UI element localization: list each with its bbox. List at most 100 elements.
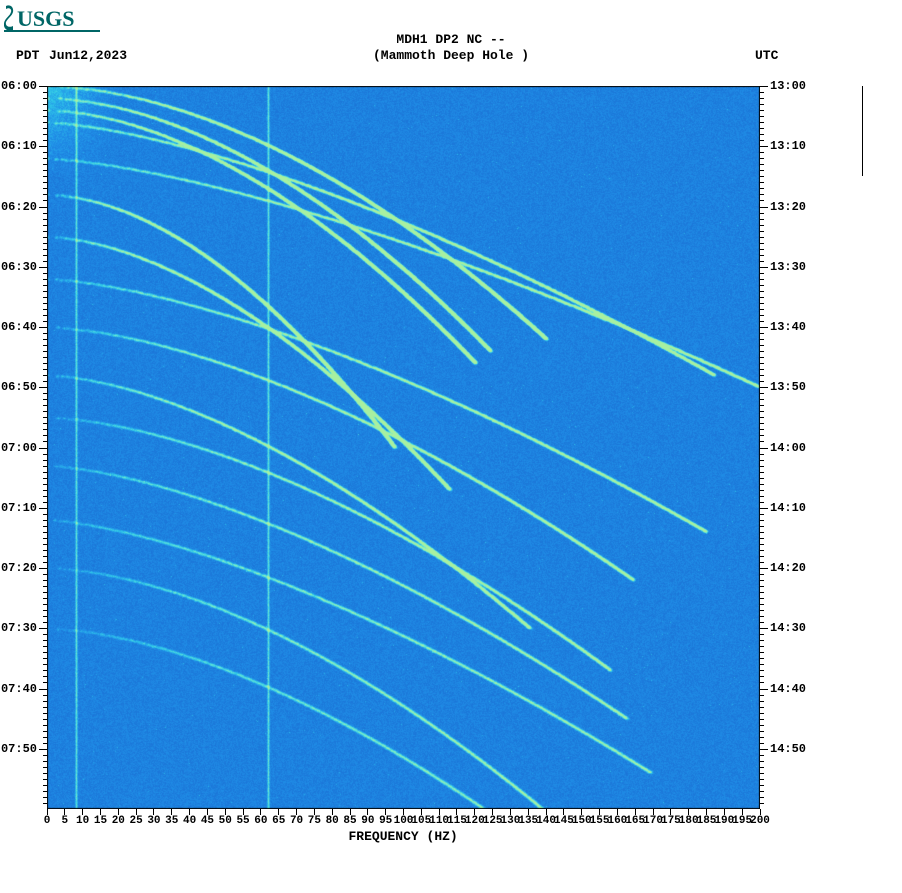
y-tick-left (43, 363, 47, 364)
y-tick-right (760, 466, 764, 467)
x-tick-label: 90 (361, 815, 374, 827)
spectrogram-canvas (47, 86, 760, 809)
y-tick-right (760, 496, 764, 497)
y-tick-right (760, 658, 764, 659)
y-tick-right (760, 797, 764, 798)
y-tick-right (760, 219, 764, 220)
y-tick-right (760, 279, 764, 280)
y-tick-label-right: 14:10 (770, 501, 806, 515)
y-tick-right (760, 140, 764, 141)
y-tick-left (43, 128, 47, 129)
y-tick-right (760, 393, 764, 394)
y-tick-left (43, 429, 47, 430)
y-tick-left (43, 237, 47, 238)
y-tick-right (760, 176, 764, 177)
y-tick-left (43, 339, 47, 340)
y-tick-left (39, 749, 47, 750)
x-tick-label: 145 (554, 815, 574, 827)
y-tick-left (43, 182, 47, 183)
y-tick-left (43, 586, 47, 587)
y-tick-left (43, 472, 47, 473)
y-tick-left (43, 134, 47, 135)
y-tick-right (760, 345, 764, 346)
x-tick-label: 15 (94, 815, 107, 827)
y-tick-right (760, 441, 764, 442)
y-tick-right (760, 785, 764, 786)
y-tick-label-left: 07:30 (0, 621, 37, 635)
y-tick-right (760, 628, 768, 629)
y-tick-label-right: 13:20 (770, 200, 806, 214)
y-tick-left (43, 646, 47, 647)
y-tick-label-left: 06:50 (0, 380, 37, 394)
y-tick-left (43, 411, 47, 412)
y-tick-left (43, 164, 47, 165)
y-tick-left (43, 285, 47, 286)
y-tick-left (43, 122, 47, 123)
y-tick-right (760, 526, 764, 527)
y-tick-right (760, 92, 764, 93)
y-tick-left (43, 598, 47, 599)
y-tick-label-left: 07:40 (0, 682, 37, 696)
y-tick-right (760, 297, 764, 298)
y-tick-label-right: 14:40 (770, 682, 806, 696)
y-tick-right (760, 755, 764, 756)
y-tick-right (760, 405, 764, 406)
y-tick-left (43, 580, 47, 581)
x-tick-label: 40 (183, 815, 196, 827)
y-tick-left (43, 773, 47, 774)
x-tick-label: 25 (130, 815, 143, 827)
y-tick-right (760, 484, 764, 485)
y-tick-right (760, 652, 764, 653)
y-tick-left (43, 695, 47, 696)
x-tick-label: 155 (590, 815, 610, 827)
y-tick-left (43, 664, 47, 665)
y-tick-left (43, 200, 47, 201)
y-tick-left (43, 303, 47, 304)
y-tick-left (43, 797, 47, 798)
y-tick-left (43, 785, 47, 786)
x-tick-label: 70 (290, 815, 303, 827)
y-tick-left (43, 417, 47, 418)
y-tick-right (760, 472, 764, 473)
x-tick-label: 75 (308, 815, 321, 827)
y-tick-right (760, 387, 768, 388)
y-tick-right (760, 285, 764, 286)
y-tick-right (760, 369, 764, 370)
y-tick-left (43, 743, 47, 744)
y-tick-right (760, 188, 764, 189)
y-tick-left (43, 423, 47, 424)
date-label: Jun12,2023 (49, 48, 127, 63)
y-tick-left (43, 291, 47, 292)
y-tick-left (43, 188, 47, 189)
y-tick-right (760, 351, 764, 352)
x-tick-label: 80 (326, 815, 339, 827)
y-tick-left (43, 315, 47, 316)
y-tick-left (43, 170, 47, 171)
y-tick-right (760, 562, 764, 563)
y-tick-right (760, 225, 764, 226)
y-tick-left (43, 707, 47, 708)
y-tick-label-right: 14:00 (770, 441, 806, 455)
y-tick-right (760, 478, 764, 479)
y-tick-right (760, 170, 764, 171)
y-tick-right (760, 182, 764, 183)
y-tick-left (43, 435, 47, 436)
y-tick-left (39, 387, 47, 388)
y-tick-left (43, 803, 47, 804)
y-tick-left (43, 249, 47, 250)
y-tick-right (760, 695, 764, 696)
y-tick-right (760, 158, 764, 159)
y-tick-left (43, 231, 47, 232)
y-tick-left (43, 369, 47, 370)
y-tick-right (760, 357, 764, 358)
y-tick-left (43, 556, 47, 557)
y-tick-left (43, 532, 47, 533)
y-tick-label-left: 07:50 (0, 742, 37, 756)
y-tick-right (760, 399, 764, 400)
y-tick-label-right: 14:20 (770, 561, 806, 575)
x-axis-label: FREQUENCY (HZ) (349, 829, 458, 844)
y-tick-right (760, 779, 764, 780)
y-tick-left (39, 146, 47, 147)
y-tick-right (760, 243, 764, 244)
y-tick-left (39, 628, 47, 629)
